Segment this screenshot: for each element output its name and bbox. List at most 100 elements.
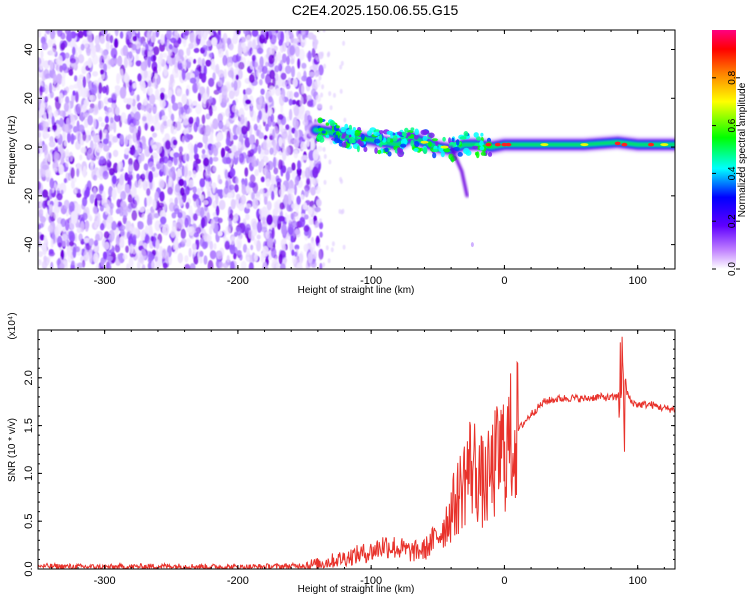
noise-speckle — [258, 208, 265, 216]
noise-speckle — [254, 253, 258, 262]
noise-speckle — [173, 152, 180, 158]
noise-speckle — [260, 176, 265, 183]
noise-speckle — [86, 30, 93, 36]
noise-speckle — [217, 30, 221, 36]
noise-speckle — [60, 189, 64, 195]
noise-speckle — [116, 183, 122, 194]
noise-speckle — [54, 147, 59, 153]
noise-speckle — [260, 88, 265, 95]
noise-speckle — [256, 129, 260, 137]
noise-speckle — [339, 88, 343, 94]
noise-speckle — [100, 69, 105, 75]
noise-speckle — [56, 193, 63, 201]
noise-speckle — [217, 113, 224, 123]
noise-speckle — [265, 178, 271, 187]
noise-speckle — [119, 206, 124, 217]
noise-speckle — [104, 115, 109, 124]
noise-speckle — [325, 245, 329, 251]
noise-speckle — [193, 47, 200, 54]
noise-speckle — [159, 99, 166, 108]
noise-speckle — [217, 230, 223, 237]
noise-speckle — [262, 245, 269, 257]
noise-speckle — [81, 104, 87, 113]
noise-speckle — [135, 30, 139, 34]
noise-speckle — [111, 103, 117, 115]
trace-blob — [451, 156, 455, 163]
noise-speckle — [52, 124, 57, 131]
y-tick-label: 0 — [23, 144, 35, 150]
colorbar-tick-label: 0.2 — [727, 214, 738, 228]
noise-speckle — [39, 222, 44, 229]
noise-speckle — [243, 30, 249, 35]
noise-speckle — [174, 197, 178, 206]
noise-speckle — [303, 225, 310, 233]
noise-speckle — [209, 96, 213, 104]
trace-blob — [335, 125, 340, 129]
noise-speckle — [120, 229, 125, 237]
noise-speckle — [69, 201, 75, 213]
noise-speckle — [275, 30, 279, 34]
noise-speckle — [318, 64, 324, 76]
noise-speckle — [39, 199, 43, 210]
noise-speckle — [218, 199, 226, 210]
noise-speckle — [39, 216, 47, 223]
noise-speckle — [51, 115, 55, 126]
noise-speckle — [318, 75, 322, 81]
noise-speckle — [193, 143, 198, 155]
trace-outlier — [470, 242, 474, 248]
trace-blob — [486, 137, 492, 143]
noise-speckle — [255, 191, 261, 198]
noise-speckle — [246, 248, 250, 256]
noise-speckle — [112, 149, 119, 158]
noise-speckle — [256, 68, 260, 78]
noise-speckle — [89, 194, 95, 204]
noise-speckle — [188, 170, 192, 177]
noise-speckle — [310, 241, 316, 250]
noise-speckle — [203, 169, 207, 181]
noise-speckle — [165, 140, 171, 150]
noise-speckle — [112, 136, 118, 143]
noise-speckle — [61, 233, 68, 241]
noise-speckle — [230, 199, 236, 210]
noise-speckle — [39, 63, 43, 71]
y-tick-label: 0.0 — [23, 561, 35, 576]
noise-speckle — [248, 74, 255, 84]
noise-speckle — [246, 187, 252, 195]
noise-speckle — [184, 217, 189, 228]
noise-speckle — [170, 229, 176, 238]
noise-speckle — [125, 103, 131, 110]
trace-blob — [390, 134, 394, 139]
noise-speckle — [108, 152, 112, 159]
trace-hotspot — [440, 145, 449, 149]
noise-speckle — [126, 263, 130, 269]
noise-speckle — [314, 220, 320, 228]
noise-speckle — [226, 254, 230, 263]
trace-blob — [387, 137, 391, 143]
noise-speckle — [268, 85, 276, 96]
noise-speckle — [96, 216, 102, 227]
trace-blob — [354, 129, 361, 137]
noise-speckle — [113, 38, 119, 49]
noise-speckle — [137, 221, 144, 230]
noise-speckle — [152, 54, 157, 62]
noise-speckle — [72, 46, 76, 56]
noise-speckle — [218, 48, 224, 58]
noise-speckle — [43, 143, 48, 156]
noise-speckle — [290, 213, 294, 220]
noise-speckle — [307, 32, 315, 40]
noise-speckle — [152, 106, 157, 114]
noise-speckle — [162, 262, 168, 269]
noise-speckle — [132, 234, 137, 241]
noise-speckle — [228, 43, 234, 51]
trace-blob — [407, 132, 411, 137]
noise-speckle — [122, 253, 128, 260]
noise-speckle — [141, 212, 145, 221]
noise-speckle — [235, 74, 239, 81]
noise-speckle — [144, 122, 148, 131]
noise-speckle — [215, 205, 220, 216]
noise-speckle — [329, 139, 333, 145]
noise-speckle — [260, 226, 268, 233]
noise-speckle — [99, 223, 105, 231]
